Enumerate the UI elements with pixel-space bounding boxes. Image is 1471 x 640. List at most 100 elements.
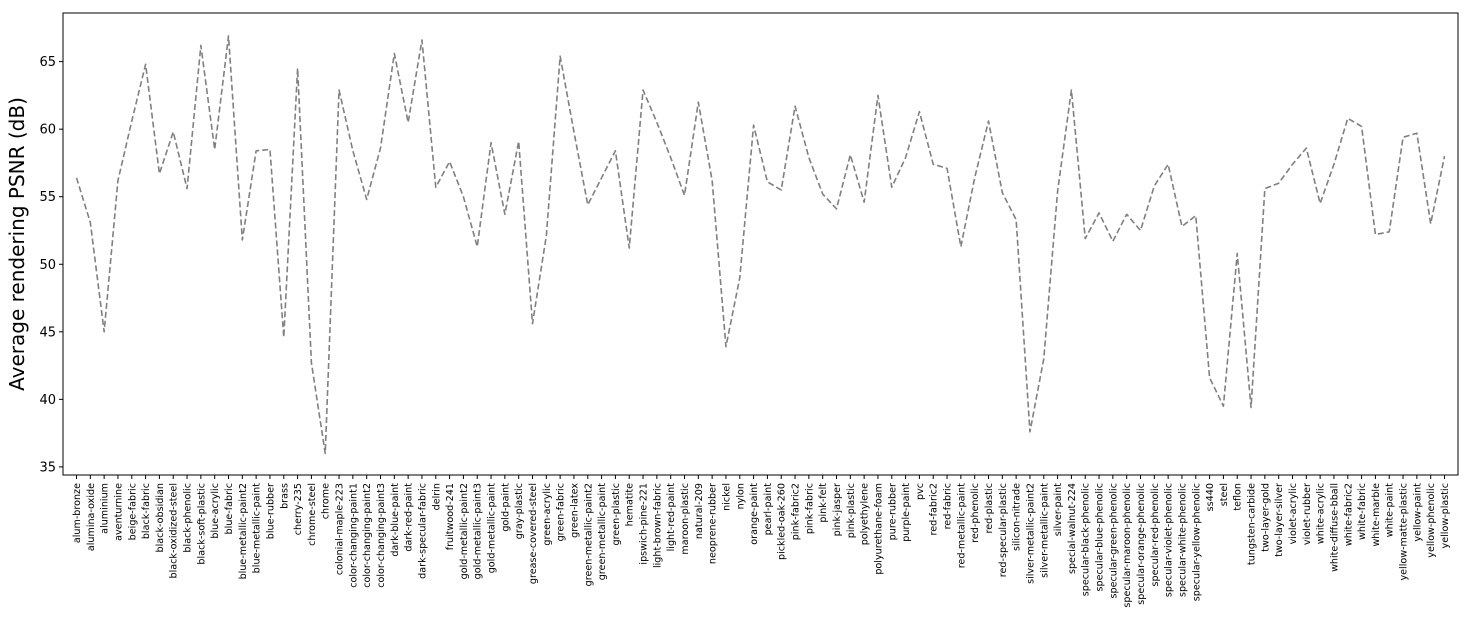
x-tick-label: aluminium	[100, 483, 111, 534]
y-tick-label: 60	[39, 123, 56, 138]
x-tick-label: white-paint	[1385, 483, 1396, 537]
x-tick-label: specular-green-phenolic	[1108, 483, 1119, 598]
y-tick-label: 45	[39, 325, 56, 340]
x-tick-label: black-fabric	[141, 483, 152, 539]
x-tick-label: gray-plastic	[514, 483, 525, 539]
x-tick-label: black-phenolic	[183, 483, 194, 553]
x-tick-label: white-acrylic	[1316, 483, 1327, 544]
x-tick-label: white-fabric2	[1343, 483, 1354, 546]
x-tick-label: pvc	[915, 483, 926, 500]
x-tick-label: polyethylene	[860, 483, 871, 545]
x-tick-label: green-acrylic	[542, 483, 553, 546]
x-tick-label: teflon	[1233, 483, 1244, 511]
x-tick-label: specular-blue-phenolic	[1095, 483, 1106, 592]
x-tick-label: fruitwood-241	[445, 483, 456, 550]
x-tick-label: steel	[1219, 483, 1230, 506]
x-tick-label: gold-paint	[500, 483, 511, 532]
x-tick-label: white-marble	[1371, 483, 1382, 547]
x-tick-label: orange-paint	[749, 483, 760, 545]
x-tick-label: brass	[279, 483, 290, 509]
x-tick-label: blue-metallic-paint	[252, 483, 263, 574]
x-tick-label: green-fabric	[556, 483, 567, 541]
x-tick-label: yellow-matte-plastic	[1399, 483, 1410, 581]
x-tick-label: alumina-oxide	[86, 483, 97, 551]
x-tick-label: specular-orange-phenolic	[1136, 483, 1147, 605]
x-tick-label: colonial-maple-223	[335, 483, 346, 575]
x-tick-label: white-fabric	[1357, 483, 1368, 540]
x-tick-label: grease-covered-steel	[528, 483, 539, 584]
x-tick-label: alum-bronze	[72, 483, 83, 543]
x-tick-label: special-walnut-224	[1067, 483, 1078, 574]
y-tick-label: 35	[39, 460, 56, 475]
x-tick-label: silver-metallic-paint	[1039, 483, 1050, 578]
y-axis-label: Average rendering PSNR (dB)	[5, 97, 29, 391]
x-tick-label: dark-blue-paint	[390, 483, 401, 557]
x-tick-label: green-latex	[569, 483, 580, 538]
x-tick-label: pickled-oak-260	[777, 483, 788, 560]
x-tick-label: purple-paint	[901, 483, 912, 542]
x-tick-label: yellow-plastic	[1440, 483, 1451, 548]
plot-frame	[62, 12, 1459, 476]
x-tick-label: chrome-steel	[307, 483, 318, 546]
x-tick-label: silver-paint	[1053, 483, 1064, 536]
x-tick-label: ss440	[1205, 483, 1216, 511]
x-tick-label: green-metallic-paint	[597, 483, 608, 581]
y-tick-label: 65	[39, 55, 56, 70]
x-tick-label: violet-rubber	[1302, 483, 1313, 545]
x-tick-label: specular-white-phenolic	[1177, 483, 1188, 597]
x-tick-label: light-red-paint	[666, 483, 677, 552]
x-tick-label: green-plastic	[611, 483, 622, 546]
plot-area: 35 40 45 50 55 60 65 alum-bronze alumina-oxide al…	[39, 12, 1459, 608]
x-tick-label: red-phenolic	[970, 483, 981, 543]
x-tick-label: pearl-paint	[763, 483, 774, 536]
x-tick-label: red-specular-plastic	[998, 483, 1009, 577]
y-tick-label: 50	[39, 258, 56, 273]
x-tick-label: tungsten-carbide	[1247, 483, 1258, 565]
x-tick-label: red-plastic	[984, 483, 995, 534]
x-tick-label: blue-metallic-paint2	[238, 483, 249, 579]
x-tick-label: pink-plastic	[846, 483, 857, 538]
x-tick-label: blue-rubber	[265, 483, 276, 539]
x-tick-label: silver-metallic-paint2	[1025, 483, 1036, 584]
x-tick-label: cherry-235	[293, 483, 304, 535]
x-tick-label: dark-red-paint	[404, 483, 415, 552]
x-tick-label: white-diffuse-bball	[1329, 483, 1340, 572]
x-tick-label: aventurnine	[113, 483, 124, 541]
x-tick-label: specular-red-phenolic	[1150, 483, 1161, 587]
x-tick-label: specular-violet-phenolic	[1164, 483, 1175, 597]
x-tick-label: gold-metallic-paint	[487, 483, 498, 574]
x-tick-label: neoprene-rubber	[708, 483, 719, 564]
x-tick-label: delrin	[431, 483, 442, 510]
x-tick-label: gold-metallic-paint2	[459, 483, 470, 579]
x-tick-label: beige-fabric	[127, 483, 138, 540]
x-tick-label: specular-yellow-phenolic	[1191, 483, 1202, 601]
x-tick-label: yellow-paint	[1412, 483, 1423, 542]
x-tick-label: blue-acrylic	[210, 483, 221, 539]
x-tick-label: specular-black-phenolic	[1081, 483, 1092, 596]
x-tick-label: color-changing-paint3	[376, 483, 387, 588]
x-tick-label: gold-metallic-paint3	[473, 483, 484, 579]
series-line	[75, 35, 1446, 455]
x-tick-label: pink-fabric2	[791, 483, 802, 540]
y-tick-label: 55	[39, 190, 56, 205]
x-tick-label: specular-maroon-phenolic	[1122, 483, 1133, 608]
x-tick-label: color-changing-paint1	[348, 483, 359, 588]
x-tick-label: pink-fabric	[804, 483, 815, 534]
x-tick-label: black-soft-plastic	[196, 483, 207, 565]
x-tick-label: dark-specular-fabric	[417, 483, 428, 579]
x-tick-label: ipswich-pine-221	[639, 483, 650, 565]
x-tick-label: hematite	[625, 483, 636, 526]
x-tick-label: red-fabric	[943, 483, 954, 529]
x-tick-label: black-oxidized-steel	[169, 483, 180, 579]
x-tick-label: two-layer-gold	[1260, 483, 1271, 552]
x-tick-label: pink-felt	[818, 483, 829, 523]
x-tick-label: red-fabric2	[929, 483, 940, 536]
x-tick-label: chrome	[321, 483, 332, 519]
x-tick-label: silicon-nitrade	[1012, 483, 1023, 551]
x-tick-label: two-layer-silver	[1274, 483, 1285, 557]
x-tick-label: pink-jasper	[832, 483, 843, 536]
x-tick-label: nylon	[735, 483, 746, 509]
x-tick-label: light-brown-fabric	[652, 483, 663, 568]
x-tick-label: maroon-plastic	[680, 483, 691, 555]
x-tick-label: red-metallic-paint	[956, 483, 967, 569]
